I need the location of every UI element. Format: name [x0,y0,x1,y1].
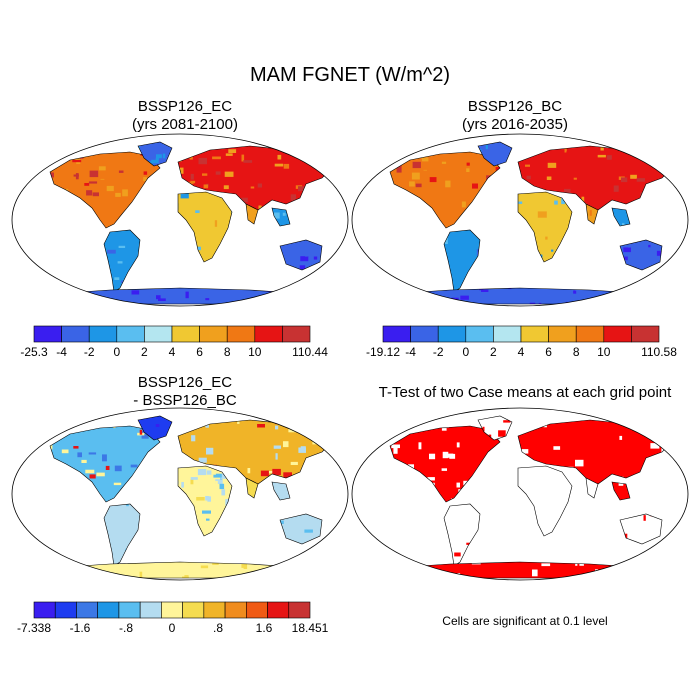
colorbar-tick-label: 4 [169,345,176,359]
colorbar-box [171,325,200,343]
colorbar-box [33,325,62,343]
colorbar-tick-label: -2 [84,345,95,359]
colorbar-box [282,325,311,343]
colorbar-box [139,601,162,619]
colorbar-box [520,325,549,343]
map-tr [351,133,689,307]
map-br [351,407,689,581]
panel-title-tr-line1: BSSP126_BC [467,98,563,115]
colorbar-tick-label: 10 [248,345,262,359]
colorbar-box [61,325,90,343]
panel-title-bl: BSSP126_EC - BSSP126_BC [22,374,348,410]
panel-title-tr: BSSP126_BC (yrs 2016-2035) [352,98,678,134]
colorbar-boxes [33,601,311,619]
colorbar-tick-label: 110.44 [292,345,328,359]
colorbar-tick-label: .8 [213,621,223,635]
colorbar-tick-label: 1.6 [256,621,273,635]
panel-title-br: T-Test of two Case means at each grid po… [378,384,672,401]
colorbar-box [267,601,290,619]
map-bl [11,407,349,581]
colorbar-box [116,325,145,343]
colorbar-tick-label: 6 [196,345,203,359]
colorbar-tick-label: -25.3 [20,345,48,359]
main-title: MAM FGNET (W/m^2) [249,64,451,86]
panel-title-bl-line1: BSSP126_EC [137,374,233,391]
colorbar-tick-label: -7.338 [17,621,51,635]
continent-india [586,204,598,224]
map-border [11,133,349,307]
panel-title-tr-line2: (yrs 2016-2035) [462,116,568,133]
colorbar-tick-label: 2 [490,345,497,359]
colorbar-boxes [33,325,311,343]
colorbar-tick-label: 6 [545,345,552,359]
colorbar-box [631,325,660,343]
colorbar-tick-label: -4 [56,345,67,359]
colorbar-tick-label: 4 [518,345,525,359]
colorbar-box [161,601,183,619]
colorbar-tick-label: 8 [573,345,580,359]
colorbar-box [437,325,467,343]
colorbar-box [97,601,120,619]
colorbar-box [493,325,522,343]
colorbar-tick-label: 18.451 [292,621,329,635]
colorbar-box [226,325,256,343]
continent-australia [620,514,662,544]
colorbar-tick-label: 2 [141,345,148,359]
colorbar-box [144,325,173,343]
map-tl [11,133,349,307]
colorbar-box [246,601,268,619]
colorbar-tick-label: 0 [169,621,176,635]
map-border [11,407,349,581]
map-border [351,133,689,307]
panel-title-tl-line1: BSSP126_EC [137,98,233,115]
panel-title-tl: BSSP126_EC (yrs 2081-2100) [22,98,348,134]
colorbar-boxes [382,325,660,343]
colorbar-tl: -25.3 -4 -2 0 2 4 6 8 10 110.44 [20,325,328,359]
colorbar-box [118,601,141,619]
colorbar-box [203,601,226,619]
continent-india [246,204,258,224]
colorbar-box [548,325,577,343]
colorbar-tick-label: -1.6 [70,621,91,635]
colorbar-tick-label: -.8 [119,621,133,635]
colorbar-box [88,325,118,343]
colorbar-box [182,601,205,619]
colorbar-tick-label: -4 [405,345,416,359]
colorbar-tick-label: 0 [462,345,469,359]
significance-note: Cells are significant at 0.1 level [442,614,608,628]
colorbar-box [199,325,228,343]
colorbar-tick-label: 8 [224,345,231,359]
map-border [351,407,689,581]
colorbar-box [254,325,283,343]
panel-title-tl-line2: (yrs 2081-2100) [132,116,238,133]
colorbar-box [410,325,439,343]
colorbar-box [288,601,311,619]
panel-title-bl-line2: - BSSP126_BC [133,392,237,409]
colorbar-box [603,325,632,343]
colorbar-box [382,325,411,343]
colorbar-tick-label: -2 [433,345,444,359]
colorbar-tick-label: -19.12 [366,345,400,359]
colorbar-tick-label: 0 [113,345,120,359]
colorbar-tick-label: 110.58 [641,345,677,359]
colorbar-tick-label: 10 [597,345,611,359]
colorbar-box [465,325,494,343]
colorbar-box [76,601,98,619]
colorbar-box [33,601,56,619]
colorbar-box [575,325,605,343]
colorbar-tr: -19.12 -4 -2 0 2 4 6 8 10 110.58 [366,325,677,359]
colorbar-box [224,601,247,619]
colorbar-box [54,601,77,619]
colorbar-bl: -7.338 -1.6 -.8 0 .8 1.6 18.451 [17,601,329,635]
